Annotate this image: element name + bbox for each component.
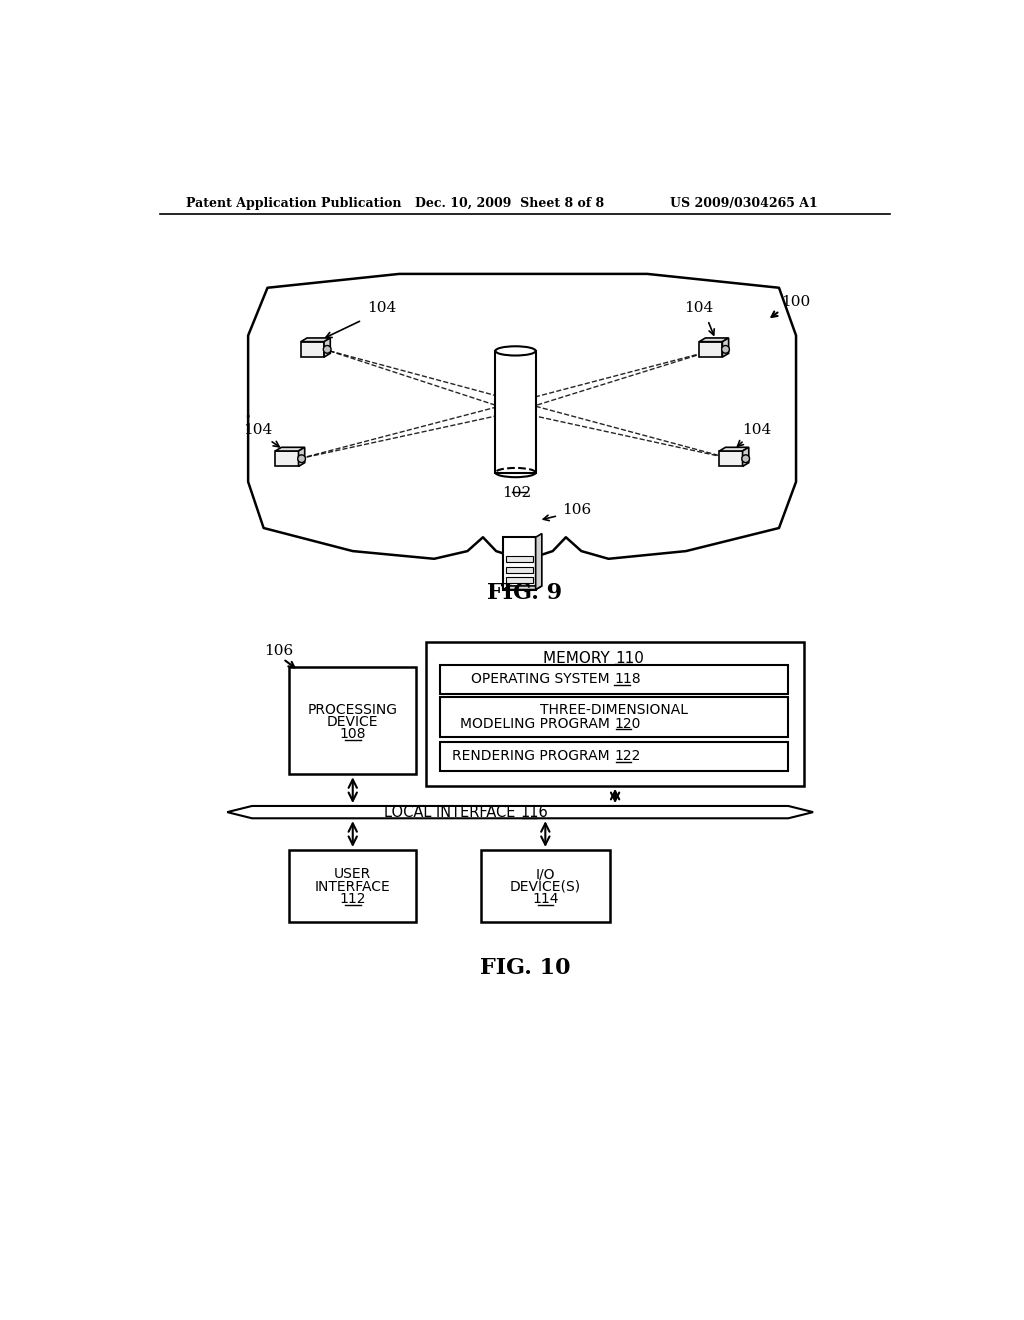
Text: 108: 108 bbox=[340, 727, 366, 742]
Bar bbox=[506, 577, 532, 583]
Bar bbox=[440, 742, 788, 771]
Text: 106: 106 bbox=[263, 644, 293, 659]
Text: 102: 102 bbox=[503, 486, 531, 500]
Circle shape bbox=[741, 455, 750, 462]
Text: FIG. 9: FIG. 9 bbox=[487, 582, 562, 605]
Polygon shape bbox=[299, 447, 305, 466]
Text: I/O: I/O bbox=[536, 867, 555, 882]
Text: 118: 118 bbox=[614, 672, 641, 686]
Text: 104: 104 bbox=[367, 301, 396, 315]
Text: 106: 106 bbox=[562, 503, 591, 517]
Bar bbox=[440, 665, 788, 693]
Polygon shape bbox=[275, 447, 305, 451]
Polygon shape bbox=[503, 586, 542, 590]
Bar bbox=[719, 451, 742, 466]
Circle shape bbox=[722, 346, 729, 354]
Text: PROCESSING: PROCESSING bbox=[308, 702, 397, 717]
Polygon shape bbox=[324, 338, 331, 358]
Ellipse shape bbox=[496, 346, 536, 355]
Bar bbox=[699, 342, 722, 358]
Text: LOCAL INTERFACE: LOCAL INTERFACE bbox=[384, 805, 520, 820]
Bar bbox=[506, 556, 532, 562]
Bar bbox=[301, 342, 324, 358]
Bar bbox=[503, 537, 536, 590]
Bar bbox=[289, 850, 417, 923]
Text: DEVICE(S): DEVICE(S) bbox=[510, 880, 581, 894]
Polygon shape bbox=[536, 533, 542, 590]
Polygon shape bbox=[722, 338, 729, 358]
Text: 104: 104 bbox=[243, 424, 272, 437]
Text: 100: 100 bbox=[781, 296, 811, 309]
Text: Patent Application Publication: Patent Application Publication bbox=[186, 197, 401, 210]
Text: USER: USER bbox=[334, 867, 372, 882]
Polygon shape bbox=[301, 338, 331, 342]
Circle shape bbox=[298, 455, 305, 462]
Text: 114: 114 bbox=[532, 892, 558, 906]
Bar bbox=[275, 451, 299, 466]
Polygon shape bbox=[699, 338, 729, 342]
Text: OPERATING SYSTEM: OPERATING SYSTEM bbox=[471, 672, 614, 686]
Polygon shape bbox=[719, 447, 749, 451]
Bar bbox=[426, 642, 804, 785]
Text: DEVICE: DEVICE bbox=[327, 715, 379, 729]
Bar bbox=[506, 566, 532, 573]
Bar bbox=[480, 850, 610, 923]
Text: INTERFACE: INTERFACE bbox=[314, 880, 390, 894]
Text: 116: 116 bbox=[520, 805, 548, 820]
Text: RENDERING PROGRAM: RENDERING PROGRAM bbox=[453, 750, 614, 763]
Text: 104: 104 bbox=[742, 424, 772, 437]
Text: MODELING PROGRAM: MODELING PROGRAM bbox=[460, 717, 614, 730]
Text: 120: 120 bbox=[614, 717, 641, 730]
Text: US 2009/0304265 A1: US 2009/0304265 A1 bbox=[671, 197, 818, 210]
Bar bbox=[289, 667, 417, 775]
Bar bbox=[440, 697, 788, 738]
Text: THREE-DIMENSIONAL: THREE-DIMENSIONAL bbox=[541, 704, 688, 718]
Text: 112: 112 bbox=[340, 892, 366, 906]
Bar bbox=[496, 351, 536, 473]
Polygon shape bbox=[742, 447, 749, 466]
Text: Dec. 10, 2009  Sheet 8 of 8: Dec. 10, 2009 Sheet 8 of 8 bbox=[415, 197, 604, 210]
Text: 110: 110 bbox=[615, 651, 644, 667]
Circle shape bbox=[324, 346, 331, 354]
Polygon shape bbox=[227, 807, 813, 818]
Text: MEMORY: MEMORY bbox=[544, 651, 615, 667]
Text: 104: 104 bbox=[684, 301, 714, 315]
Text: FIG. 10: FIG. 10 bbox=[479, 957, 570, 979]
Text: 122: 122 bbox=[614, 750, 641, 763]
